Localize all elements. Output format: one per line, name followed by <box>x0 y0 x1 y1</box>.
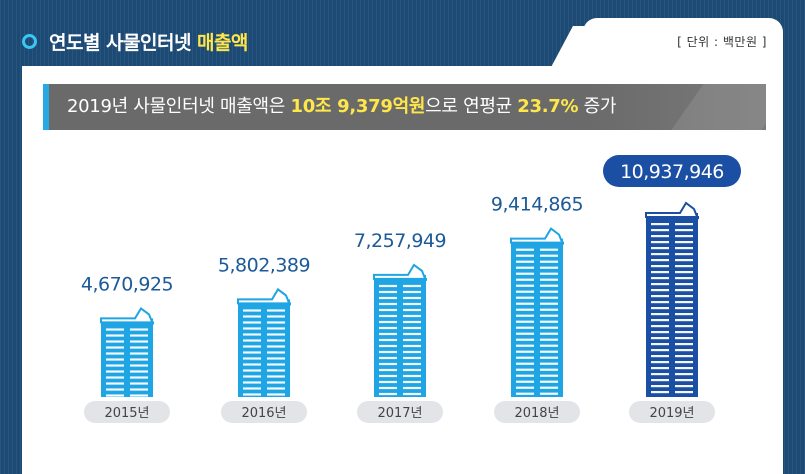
data-label: 4,670,925 <box>81 273 173 295</box>
year-pill <box>357 401 443 423</box>
bar-roof <box>373 263 427 282</box>
x-tick-label: 2019년 <box>649 406 694 421</box>
bar-3: 2017년 7,257,949 <box>354 230 447 423</box>
unit-label: [ 단위 : 백만원 ] <box>677 35 767 49</box>
data-label: 10,937,946 <box>620 161 724 183</box>
bar-4: 2018년 9,414,865 <box>491 194 584 423</box>
year-pill <box>629 401 715 423</box>
bar-divider <box>126 324 128 397</box>
bar-divider <box>263 305 265 397</box>
title-highlight: 매출액 <box>196 32 248 54</box>
x-tick-label: 2015년 <box>104 406 149 421</box>
card-tab <box>583 18 783 70</box>
bar-2: 2016년 5,802,389 <box>218 254 311 423</box>
x-tick-label: 2016년 <box>241 406 286 421</box>
bar-roof <box>237 287 291 306</box>
bar-divider <box>671 219 673 397</box>
year-pill <box>221 401 307 423</box>
x-tick-label: 2018년 <box>514 406 559 421</box>
value-highlight-pill <box>603 155 741 187</box>
bar-windows <box>651 223 693 394</box>
summary-amount: 10조 9,379억원 <box>290 96 426 117</box>
bar-5: 2019년 10,937,946 <box>603 155 741 423</box>
chart-title-group: 연도별 사물인터넷 매출액 <box>22 28 248 55</box>
year-pill <box>494 401 580 423</box>
bar-roof <box>100 306 154 325</box>
bar-1: 2015년 4,670,925 <box>81 273 174 423</box>
bar-roof <box>645 201 699 220</box>
bar-roof <box>510 227 564 245</box>
bar-windows <box>379 284 421 396</box>
summary-banner: 2019년 사물인터넷 매출액은 10조 9,379억원으로 연평균 23.7%… <box>43 84 766 130</box>
summary-rate: 23.7% <box>517 96 579 117</box>
data-label: 7,257,949 <box>354 230 446 252</box>
bar-divider <box>399 280 401 397</box>
year-pill <box>84 401 170 423</box>
chart-title: 연도별 사물인터넷 매출액 <box>49 32 248 54</box>
bar-windows <box>516 248 558 395</box>
bar-divider <box>536 244 538 397</box>
bar-windows <box>243 309 285 396</box>
bullet-ring-icon <box>22 34 37 49</box>
data-label: 5,802,389 <box>218 254 310 276</box>
x-tick-label: 2017년 <box>377 406 422 421</box>
data-label: 9,414,865 <box>491 194 583 216</box>
bar-windows <box>106 328 148 397</box>
summary-text: 2019년 사물인터넷 매출액은 10조 9,379억원으로 연평균 23.7%… <box>67 96 617 117</box>
